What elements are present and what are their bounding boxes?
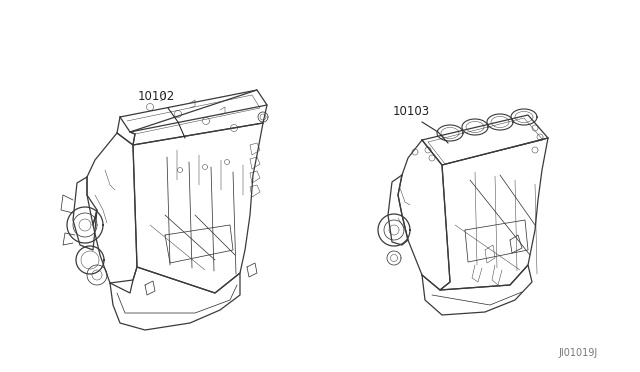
Text: 10102: 10102 <box>138 90 175 103</box>
Text: JI01019J: JI01019J <box>559 348 598 358</box>
Text: 10103: 10103 <box>393 105 430 118</box>
